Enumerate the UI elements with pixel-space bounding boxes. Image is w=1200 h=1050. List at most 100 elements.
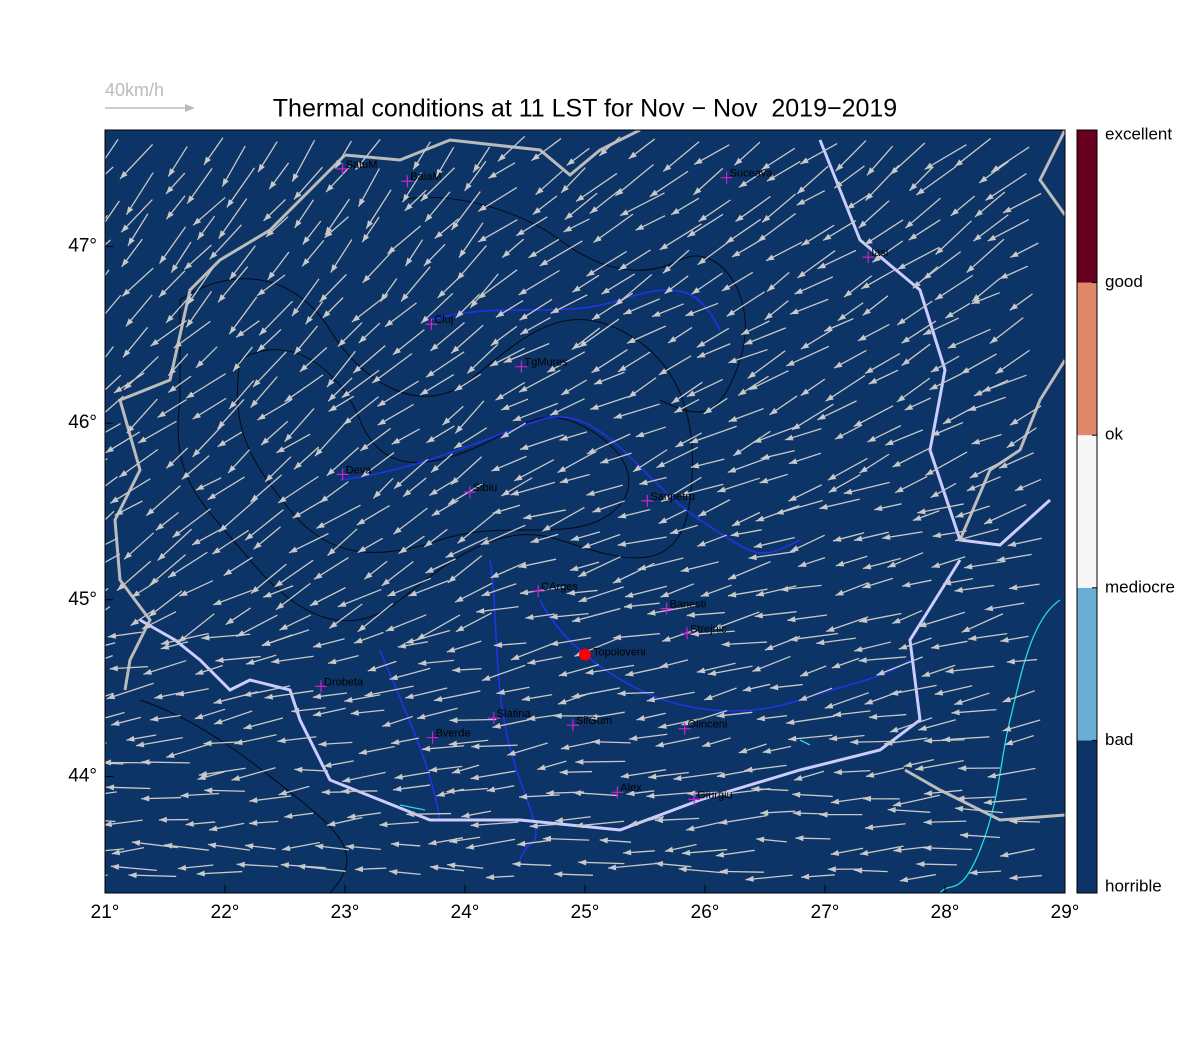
city-label: Slatina	[497, 708, 532, 720]
wind-arrowhead	[79, 468, 87, 474]
wind-arrowhead	[233, 363, 241, 372]
city-label: Iasi	[871, 247, 888, 259]
wind-arrowhead	[138, 436, 147, 444]
wind-arrowhead	[620, 209, 629, 216]
wind-arrowhead	[457, 535, 466, 544]
wind-arrowhead	[680, 490, 689, 497]
wind-arrowhead	[173, 340, 182, 349]
wind-arrowhead	[323, 762, 332, 768]
wind-arrowhead	[279, 623, 288, 631]
wind-arrowhead	[702, 741, 711, 747]
wind-arrowhead	[465, 843, 475, 850]
wind-arrowhead	[817, 413, 826, 420]
wind-arrowhead	[523, 513, 532, 520]
wind-arrowhead	[122, 288, 131, 297]
wind-arrowhead	[857, 334, 867, 341]
wind-arrowhead	[617, 512, 627, 519]
wind-arrow	[105, 742, 107, 744]
wind-arrowhead	[612, 576, 622, 584]
city-cross	[660, 602, 673, 615]
wind-arrowhead	[297, 863, 306, 870]
wind-arrowhead	[931, 643, 940, 650]
wind-arrowhead	[394, 481, 403, 489]
wind-arrow	[477, 269, 518, 300]
rivers-border	[139, 139, 1052, 832]
wind-arrowhead	[792, 810, 801, 817]
wind-arrowhead	[261, 437, 270, 446]
x-tick-label: 23°	[331, 902, 360, 923]
wind-arrowhead	[762, 747, 772, 754]
wind-arrow	[141, 761, 190, 764]
wind-arrowhead	[797, 270, 806, 278]
city-marker	[487, 712, 500, 725]
wind-arrowhead	[769, 407, 778, 415]
wind-arrowhead	[800, 388, 810, 396]
wind-arrowhead	[119, 470, 128, 478]
wind-arrowhead	[753, 542, 763, 549]
wind-arrowhead	[404, 203, 413, 211]
wind-arrowhead	[127, 237, 135, 246]
wind-arrowhead	[413, 161, 420, 170]
wind-arrowhead	[454, 441, 463, 449]
wind-arrowhead	[79, 759, 87, 765]
wind-arrowhead	[198, 771, 208, 777]
wind-arrowhead	[495, 310, 505, 318]
wind-arrowhead	[429, 488, 438, 496]
city-label: TgMures	[524, 357, 568, 369]
wind-arrowhead	[492, 722, 501, 729]
wind-arrowhead	[398, 546, 408, 554]
wind-arrowhead	[835, 163, 844, 172]
wind-arrow	[647, 604, 696, 615]
wind-arrowhead	[316, 522, 325, 529]
wind-arrowhead	[884, 739, 893, 746]
wind-arrowhead	[495, 393, 504, 401]
city-cross	[641, 494, 654, 507]
wind-arrowhead	[342, 776, 351, 783]
wind-arrowhead	[125, 318, 134, 327]
wind-arrowhead	[697, 257, 706, 265]
wind-arrowhead	[372, 375, 381, 383]
wind-arrowhead	[564, 212, 573, 220]
wind-arrowhead	[892, 460, 901, 468]
wind-arrowhead	[59, 752, 68, 758]
wind-arrowhead	[668, 336, 677, 343]
wind-arrowhead	[250, 494, 259, 502]
wind-arrowhead	[966, 484, 976, 491]
wind-arrow	[316, 504, 361, 530]
wind-arrow	[105, 294, 122, 315]
wind-arrowhead	[431, 509, 441, 516]
wind-arrowhead	[150, 715, 159, 722]
city-label: Giurgiu	[697, 789, 732, 801]
wind-arrowhead	[192, 412, 201, 420]
wind-arrow	[105, 200, 120, 224]
wind-arrowhead	[648, 773, 657, 780]
wind-arrowhead	[824, 325, 833, 332]
wind-arrowhead	[741, 328, 750, 335]
wind-arrowhead	[824, 702, 834, 709]
wind-arrow	[578, 318, 620, 348]
wind-arrowhead	[344, 696, 353, 703]
city-marker	[532, 584, 545, 597]
wind-arrowhead	[337, 338, 346, 347]
wind-arrowhead	[930, 365, 940, 373]
wind-arrowhead	[912, 514, 922, 521]
wind-arrowhead	[187, 296, 195, 305]
wind-arrowhead	[196, 870, 205, 877]
wind-arrowhead	[493, 641, 503, 648]
wind-arrowhead	[995, 366, 1004, 374]
wind-arrowhead	[488, 171, 497, 179]
wind-arrowhead	[547, 365, 556, 373]
wind-arrowhead	[433, 695, 443, 702]
wind-arrowhead	[887, 561, 896, 568]
city-label: Bverde	[436, 727, 471, 739]
wind-arrow	[105, 692, 114, 697]
wind-arrowhead	[918, 621, 927, 628]
wind-arrowhead	[693, 187, 702, 195]
wind-arrowhead	[893, 846, 902, 853]
wind-arrowhead	[354, 866, 364, 873]
wind-arrowhead	[157, 552, 166, 561]
wind-arrowhead	[294, 461, 302, 470]
wind-arrowhead	[265, 229, 274, 237]
wind-arrow	[678, 868, 728, 874]
wind-arrowhead	[92, 524, 100, 532]
